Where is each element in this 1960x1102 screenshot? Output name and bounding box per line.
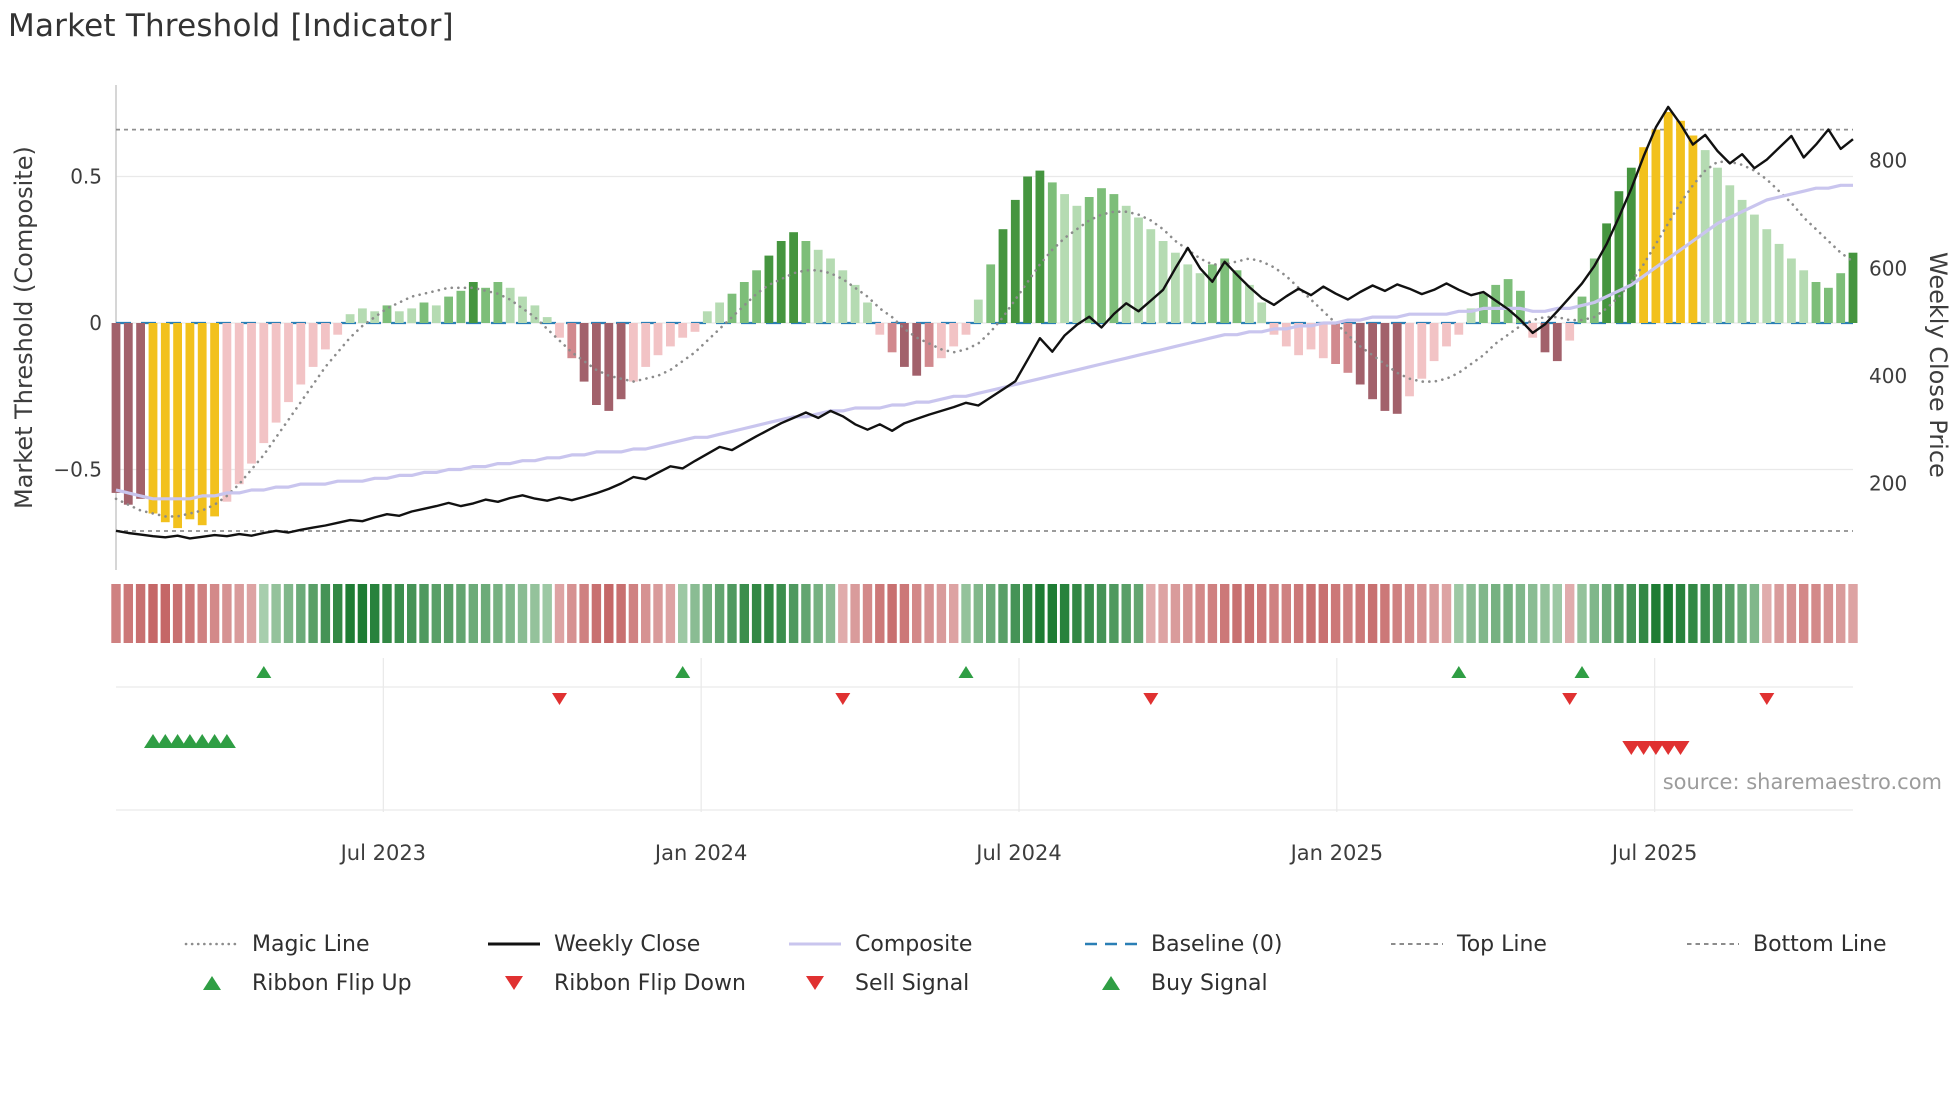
bottom-line-swatch-icon — [1687, 943, 1739, 945]
svg-text:0.5: 0.5 — [70, 165, 102, 189]
legend-item-top-line: Top Line — [1388, 931, 1547, 957]
svg-text:200: 200 — [1869, 472, 1907, 496]
sell-signal-triangle-icon — [806, 976, 824, 990]
magic-line-swatch-icon — [184, 942, 240, 946]
legend-label: Sell Signal — [855, 970, 970, 996]
ribbon-flip-up-triangle-icon — [203, 976, 221, 990]
momentum-ribbon-layer — [111, 584, 1858, 643]
legend-label: Baseline (0) — [1151, 931, 1283, 957]
legend-label: Composite — [855, 931, 973, 957]
legend-label: Magic Line — [252, 931, 370, 957]
legend-label: Ribbon Flip Up — [252, 970, 412, 996]
buy-signal-triangle-icon — [1102, 976, 1120, 990]
svg-text:0: 0 — [89, 311, 102, 335]
threshold-bars-layer — [111, 112, 1858, 529]
legend-item-ribbon-flip-up: Ribbon Flip Up — [183, 970, 412, 996]
ribbon-flip-up-markers — [256, 666, 1590, 678]
baseline-swatch-icon — [1085, 942, 1137, 946]
svg-text:800: 800 — [1869, 149, 1907, 173]
legend-item-weekly-close: Weekly Close — [485, 931, 700, 957]
svg-text:Jan 2024: Jan 2024 — [653, 841, 748, 865]
svg-text:Jan 2025: Jan 2025 — [1289, 841, 1384, 865]
magic-line-path — [114, 160, 1855, 518]
svg-text:−0.5: −0.5 — [53, 458, 102, 482]
legend-item-composite: Composite — [786, 931, 972, 957]
svg-text:Jul 2025: Jul 2025 — [1610, 841, 1697, 865]
legend-label: Top Line — [1457, 931, 1547, 957]
chart-title: Market Threshold [Indicator] — [8, 8, 454, 44]
legend-label: Weekly Close — [554, 931, 701, 957]
grid-layer — [115, 85, 1853, 812]
source-note: source: sharemaestro.com — [1662, 770, 1942, 794]
right-axis-label: Weekly Close Price — [1924, 252, 1952, 478]
composite-swatch-icon — [789, 942, 841, 946]
legend-item-baseline: Baseline (0) — [1082, 931, 1282, 957]
axis-tick-labels: 0.5 0 −0.5 800 600 400 200 Jul 2023 Jan 2024 Jul … — [53, 149, 1907, 865]
legend-item-ribbon-flip-down: Ribbon Flip Down — [485, 970, 746, 996]
top-line-swatch-icon — [1391, 943, 1443, 945]
svg-text:Jul 2023: Jul 2023 — [339, 841, 426, 865]
buy-signal-markers — [144, 734, 236, 748]
ribbon-flip-down-triangle-icon — [505, 976, 523, 990]
legend-label: Buy Signal — [1151, 970, 1268, 996]
guide-lines-layer — [116, 128, 1853, 532]
svg-text:Jul 2024: Jul 2024 — [974, 841, 1061, 865]
composite-line-path — [115, 183, 1853, 501]
legend-item-magic-line: Magic Line — [183, 931, 369, 957]
legend-item-sell-signal: Sell Signal — [786, 970, 969, 996]
legend-item-buy-signal: Buy Signal — [1082, 970, 1268, 996]
legend-label: Ribbon Flip Down — [554, 970, 746, 996]
legend-item-bottom-line: Bottom Line — [1684, 931, 1887, 957]
weekly-close-line-path — [115, 105, 1854, 540]
weekly-close-swatch-icon — [488, 942, 540, 946]
sell-signal-markers — [1622, 741, 1690, 755]
lines-layer — [114, 105, 1855, 540]
legend-label: Bottom Line — [1753, 931, 1887, 957]
svg-text:400: 400 — [1869, 364, 1907, 388]
svg-text:600: 600 — [1869, 256, 1907, 280]
ribbon-flip-down-markers — [552, 693, 1775, 705]
